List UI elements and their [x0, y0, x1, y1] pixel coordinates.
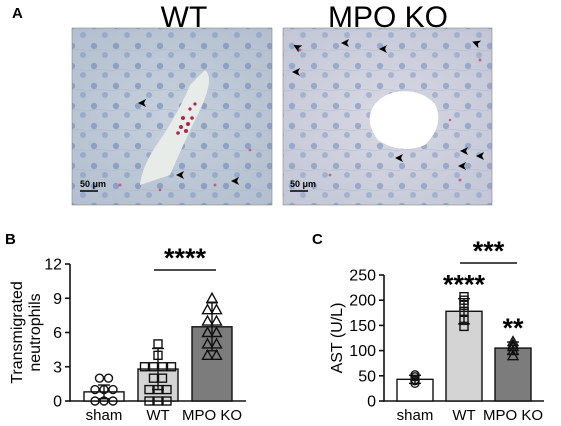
arrowhead-icon [460, 147, 468, 155]
significance-label: **** [443, 270, 486, 300]
data-point [99, 384, 109, 395]
panel-c-label: C [312, 231, 323, 248]
panel-a-label: A [12, 5, 23, 22]
neutrophil-cluster [176, 102, 197, 135]
arrowhead-icon [138, 99, 146, 107]
data-point [205, 291, 219, 303]
data-point [139, 362, 150, 372]
arrowhead-icon [292, 68, 300, 76]
data-point [144, 384, 154, 395]
y-tick-label: 0 [367, 394, 376, 411]
data-point [210, 348, 223, 361]
mpo-ko-histology-image [283, 28, 492, 205]
bar [494, 347, 532, 402]
significance-label: **** [164, 243, 207, 273]
y-tick-label: 150 [349, 318, 376, 335]
arrowhead-icon [395, 154, 403, 162]
data-point [506, 335, 520, 347]
data-point [148, 373, 159, 383]
arrowhead-icon [476, 152, 484, 160]
data-point [210, 303, 223, 315]
y-tick-label: 3 [53, 359, 62, 376]
data-point [410, 376, 420, 386]
data-point [108, 384, 118, 395]
y-axis-title: Transmigrated [9, 281, 26, 384]
data-point [144, 396, 154, 406]
panel-b-label: B [5, 231, 16, 248]
wt-histology-image [72, 28, 272, 205]
y-tick-label: 6 [53, 325, 62, 342]
category-label: MPO KO [483, 407, 543, 424]
chart-b: 0 3 6 9 12 Transmigrated neutrophils sham WT MPO … [9, 243, 246, 424]
category-label: sham [397, 407, 434, 424]
arrowhead-icon [293, 45, 303, 53]
arrowhead-icon [231, 177, 239, 185]
bar [445, 310, 483, 402]
arrowhead-icon [458, 162, 466, 170]
blood-vessel [369, 91, 439, 149]
data-point [210, 314, 223, 326]
y-tick-label: 50 [358, 368, 376, 385]
data-point [90, 396, 100, 406]
wt-scale-bar-label: 50 μm [80, 179, 106, 189]
data-point [201, 348, 214, 361]
data-point [103, 373, 114, 383]
data-point [99, 396, 109, 406]
arrowhead-icon [379, 45, 387, 53]
data-point [201, 314, 214, 326]
data-point [506, 338, 520, 350]
significance-label: *** [473, 236, 505, 266]
arrowhead-icon [472, 40, 482, 49]
category-label: WT [452, 407, 475, 424]
data-point [459, 306, 469, 316]
data-point [153, 396, 163, 406]
blood-vessel [140, 70, 209, 185]
data-point [162, 384, 172, 395]
data-point [201, 303, 214, 315]
data-point [157, 362, 168, 372]
data-point [157, 373, 168, 383]
y-axis-title: AST (U/L) [329, 303, 346, 374]
data-point [459, 321, 469, 332]
data-point [459, 315, 469, 326]
data-point [201, 337, 214, 349]
y-tick-label: 9 [53, 291, 62, 308]
data-point [459, 291, 469, 302]
data-point [148, 362, 159, 372]
category-label: WT [146, 407, 169, 424]
category-label: sham [86, 407, 123, 424]
y-tick-label: 12 [44, 257, 62, 274]
data-point [108, 396, 118, 406]
data-point [210, 326, 223, 338]
data-point [201, 326, 214, 338]
data-point [153, 350, 163, 361]
data-point [210, 337, 223, 349]
y-tick-label: 0 [53, 394, 62, 411]
data-point [162, 396, 172, 406]
mpo-ko-scale-bar-label: 50 μm [290, 179, 316, 189]
bar [191, 326, 233, 402]
data-point [90, 384, 100, 395]
arrowhead-icon [176, 171, 184, 179]
significance-label: ** [502, 313, 524, 343]
arrowhead-icon [341, 39, 349, 47]
y-tick-label: 200 [349, 293, 376, 310]
y-tick-label: 100 [349, 343, 376, 360]
y-tick-label: 250 [349, 268, 376, 285]
data-point [94, 373, 105, 383]
category-label: MPO KO [182, 407, 242, 424]
data-point [153, 339, 163, 349]
data-point [166, 362, 177, 372]
data-point [410, 370, 420, 380]
y-axis-title: neutrophils [27, 293, 44, 371]
data-point [153, 384, 163, 395]
